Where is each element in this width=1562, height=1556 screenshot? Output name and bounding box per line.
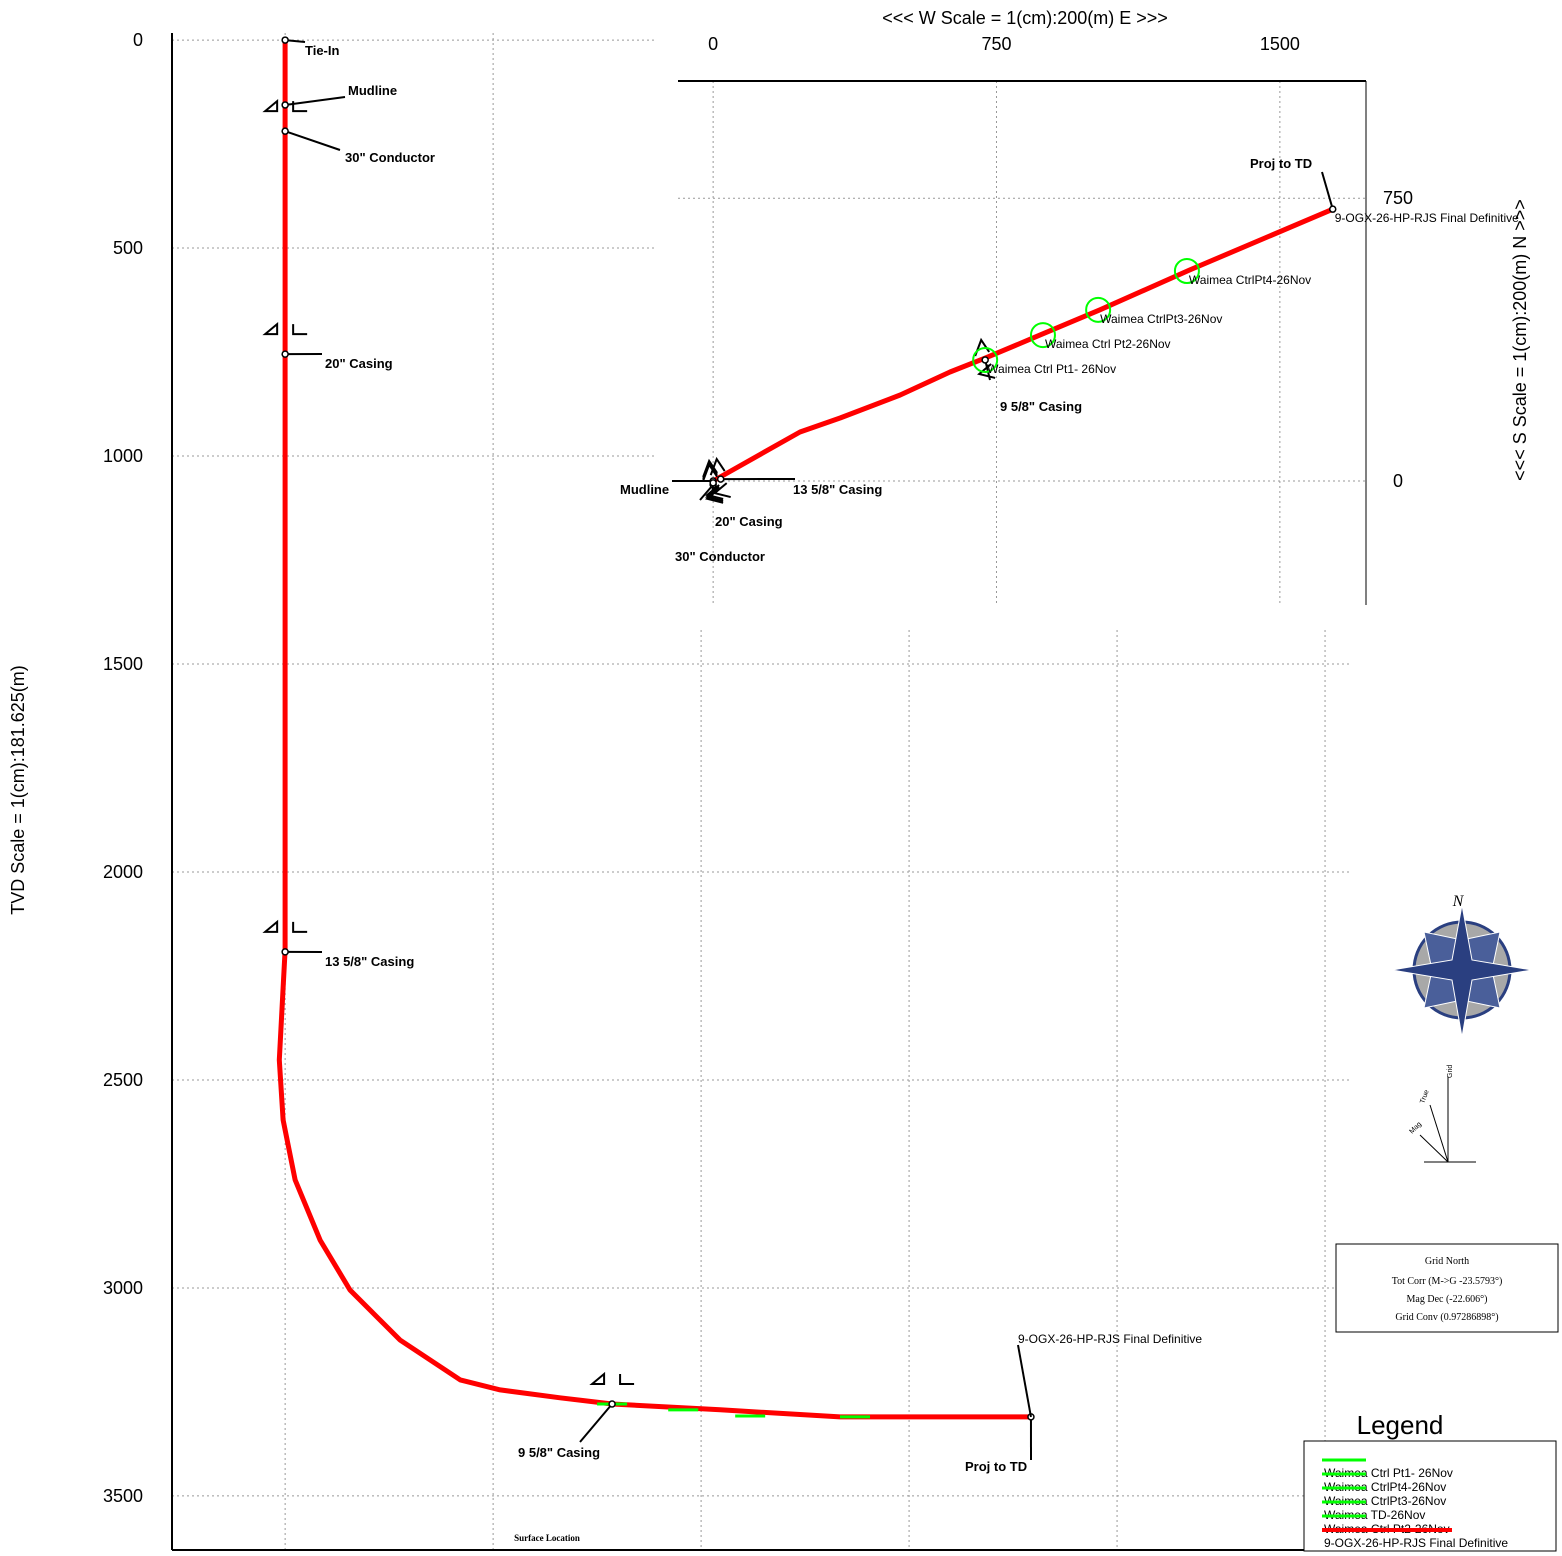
marker (608, 1400, 616, 1408)
control-point (1085, 296, 1112, 323)
marker (281, 350, 289, 358)
well-path (276, 40, 1031, 1420)
control-point (972, 346, 999, 373)
marker (981, 356, 989, 364)
y-tick-label: 2000 (103, 862, 143, 882)
y-axis-title: TVD Scale = 1(cm):181.625(m) (8, 665, 28, 915)
y-tick-label: 0 (133, 30, 143, 50)
legend-item: 9-OGX-26-HP-RJS Final Definitive (1324, 1536, 1508, 1550)
marker-label: 20" Casing (715, 514, 783, 529)
marker-label: 13 5/8" Casing (793, 482, 882, 497)
north-box-line: Mag Dec (-22.606°) (1407, 1294, 1488, 1305)
grid-arrow-label: Grid (1447, 1065, 1454, 1078)
leader-line (285, 96, 346, 106)
marker (1329, 205, 1337, 213)
y-tick-label: 1000 (103, 446, 143, 466)
marker (281, 127, 289, 135)
control-label: Waimea Ctrl Pt1- 26Nov (987, 362, 1116, 376)
marker-label: Mudline (348, 83, 397, 98)
x-tick-label: 750 (981, 34, 1011, 54)
series-label: 9-OGX-26-HP-RJS Final Definitive (1335, 211, 1519, 225)
casing-symbol (262, 919, 308, 933)
y-tick-label: 750 (1383, 188, 1413, 208)
true-arrow-label: True (1419, 1089, 1430, 1105)
casing-symbol (702, 460, 724, 502)
control-label: Waimea CtrlPt4-26Nov (1189, 273, 1311, 287)
x-tick-label: 0 (708, 34, 718, 54)
marker (281, 948, 289, 956)
casing-symbol (262, 99, 308, 113)
marker-label: 9 5/8" Casing (1000, 399, 1082, 414)
control-point (1029, 322, 1056, 349)
control-point (1173, 257, 1200, 284)
legend-item: Waimea Ctrl Pt1- 26Nov (1324, 1466, 1453, 1480)
y-axis-title: <<< S Scale = 1(cm):200(m) N >>> (1510, 199, 1530, 481)
leader-line (284, 130, 341, 151)
marker-label: 30" Conductor (675, 549, 765, 564)
x-tick-label: 1500 (1260, 34, 1300, 54)
leader-line (579, 1403, 613, 1443)
compass-north: N (1452, 893, 1465, 910)
marker-label: 13 5/8" Casing (325, 954, 414, 969)
well-path (711, 206, 1334, 484)
marker (709, 479, 717, 487)
compass-rose (1391, 904, 1533, 1038)
north-box-line: Grid Conv (0.97286898°) (1395, 1312, 1498, 1323)
casing-symbol (709, 456, 731, 499)
legend-item: Waimea TD-26Nov (1324, 1508, 1425, 1522)
marker-label: 20" Casing (325, 356, 393, 371)
marker-label: 30" Conductor (345, 150, 435, 165)
north-box-title: Grid North (1425, 1256, 1469, 1267)
plan-background (660, 60, 1366, 608)
marker-label: Proj to TD (1250, 156, 1312, 171)
marker-label: 9 5/8" Casing (518, 1445, 600, 1460)
y-tick-label: 3500 (103, 1486, 143, 1506)
y-tick-label: 500 (113, 238, 143, 258)
casing-symbol (262, 321, 308, 336)
marker (281, 101, 289, 109)
control-label: Waimea CtrlPt3-26Nov (1100, 312, 1222, 326)
marker-label: Tie-In (305, 43, 339, 58)
casing-symbol (589, 1371, 635, 1385)
mag-arrow-label: Mag (1408, 1121, 1423, 1136)
marker (716, 475, 725, 483)
north-box-line: Tot Corr (M->G -23.5793°) (1392, 1276, 1503, 1287)
marker (281, 36, 289, 44)
y-tick-label: 3000 (103, 1278, 143, 1298)
marker-label: Proj to TD (965, 1459, 1027, 1474)
leader-line (1321, 171, 1334, 210)
y-tick-label: 1500 (103, 654, 143, 674)
control-label: Waimea Ctrl Pt2-26Nov (1045, 337, 1171, 351)
y-tick-label: 0 (1393, 471, 1403, 491)
y-tick-label: 2500 (103, 1070, 143, 1090)
x-axis-title: <<< W Scale = 1(cm):200(m) E >>> (882, 8, 1168, 28)
series-label: 9-OGX-26-HP-RJS Final Definitive (1018, 1332, 1202, 1346)
north-box (1335, 1243, 1559, 1333)
footer-label: Surface Location (514, 1533, 580, 1543)
legend-title: Legend (1357, 1410, 1444, 1440)
north-arrows (1419, 1077, 1476, 1163)
marker-label: Mudline (620, 482, 669, 497)
legend-item: Waimea CtrlPt4-26Nov (1324, 1480, 1446, 1494)
leader-line (1017, 1344, 1032, 1418)
legend-item: Waimea CtrlPt3-26Nov (1324, 1494, 1446, 1508)
